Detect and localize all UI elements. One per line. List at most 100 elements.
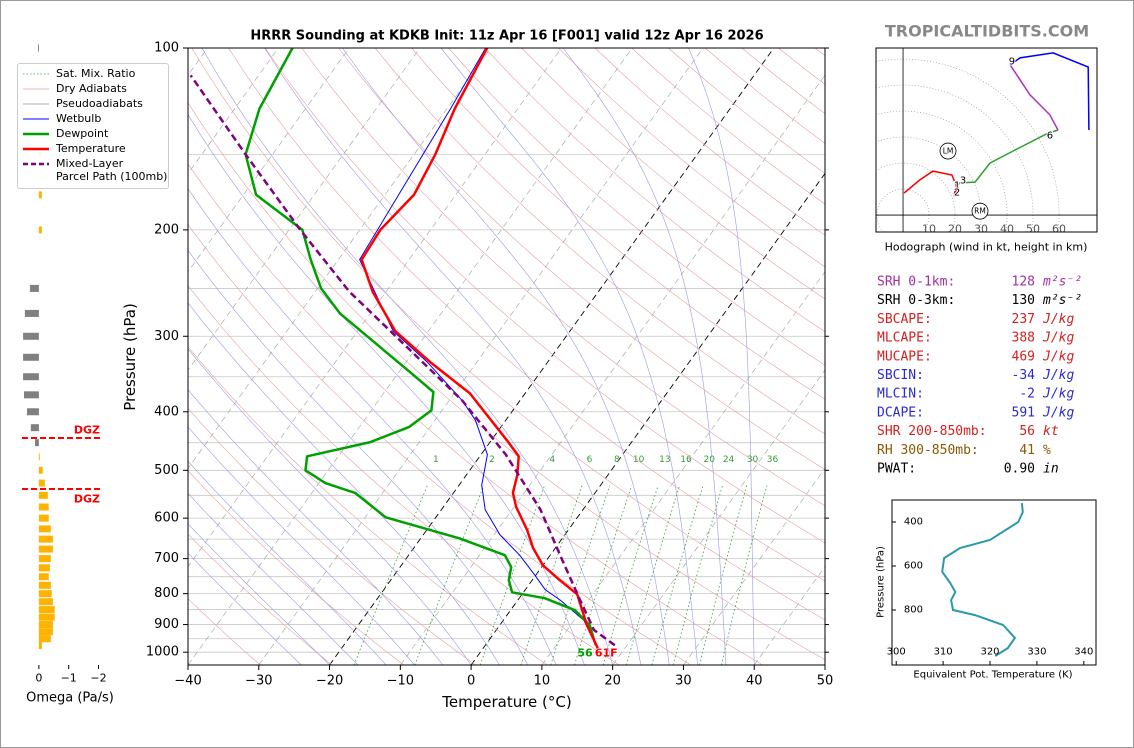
legend-swatch [23, 88, 49, 90]
mixing-ratio-line [672, 485, 723, 665]
pseudoadiabat [188, 249, 528, 665]
thetae-x-tick-label: 300 [887, 647, 906, 658]
legend-entry: Wetbulb [21, 112, 168, 125]
storm-motion [939, 142, 957, 160]
omega-bar [38, 191, 42, 199]
x-tick-label: 50 [817, 674, 834, 689]
mixing-ratio-label: 30 [747, 455, 759, 465]
legend-entry: Temperature [21, 142, 168, 155]
height-label: 6 [1047, 130, 1053, 141]
index-label: MLCAPE: [877, 331, 932, 346]
hodograph-ring-label: 10 [922, 223, 936, 236]
x-tick-label: 40 [746, 674, 763, 689]
thetae-y-tick-label: 600 [904, 561, 923, 572]
omega-bar [38, 598, 53, 606]
dry-adiabat [188, 470, 405, 665]
hodograph-ring-label: 50 [1026, 223, 1040, 236]
isotherm [188, 48, 491, 469]
height-label: 1 [954, 180, 960, 191]
pseudoadiabat [188, 113, 585, 665]
index-value: 469 [1012, 349, 1035, 364]
isotherm [400, 74, 825, 665]
dry-adiabat [188, 163, 763, 665]
isotherm [188, 48, 562, 568]
dry-adiabat [301, 48, 825, 507]
omega-bar [38, 581, 51, 589]
index-label: MLCIN: [877, 387, 924, 402]
hodograph-line [1009, 52, 1090, 131]
omega-bar [38, 503, 49, 511]
pseudoadiabat [342, 48, 670, 665]
omega-bar [30, 424, 39, 432]
mixing-ratio-label: 1 [433, 455, 439, 465]
omega-bar [38, 466, 43, 474]
mixing-ratio-line [721, 485, 768, 665]
omega-x-tick-label: −2 [90, 672, 106, 685]
mixing-ratio-line [353, 485, 428, 665]
index-value: 128 [1012, 275, 1035, 290]
mixing-ratio-label: 24 [723, 455, 735, 465]
surface-label: 56 [577, 647, 593, 660]
x-tick-label: 0 [467, 674, 475, 689]
omega-bar [23, 353, 39, 361]
legend-swatch [23, 147, 49, 151]
x-tick-label: 30 [675, 674, 692, 689]
mixing-ratio-label: 36 [767, 455, 779, 465]
legend-swatch [23, 73, 49, 75]
y-tick-label: 700 [154, 551, 179, 566]
legend-label: Pseudoadiabats [56, 97, 143, 110]
mixing-ratio-label: 16 [680, 455, 692, 465]
omega-x-tick-label: −1 [61, 672, 77, 685]
pseudoadiabat [562, 48, 727, 665]
omega-bar [35, 439, 39, 447]
omega-bar [38, 479, 45, 487]
pseudoadiabat [688, 48, 755, 665]
omega-bar [38, 491, 48, 499]
omega-bar [38, 573, 49, 581]
profile-line [360, 48, 599, 649]
isotherm [541, 271, 825, 665]
thetae-x-tick-label: 320 [980, 647, 999, 658]
y-tick-label: 200 [154, 222, 179, 237]
legend-label: Temperature [56, 142, 126, 155]
index-unit: kt [1043, 424, 1059, 439]
dry-adiabat [188, 224, 692, 665]
index-unit: % [1043, 443, 1051, 458]
hodograph-ring-label: 30 [974, 223, 988, 236]
omega-bar [23, 373, 39, 381]
mixing-ratio-label: 4 [549, 455, 555, 465]
index-label: SBCIN: [877, 368, 924, 383]
thetae-y-label: Pressure (hPa) [876, 546, 887, 618]
pseudoadiabat [188, 348, 472, 665]
thetae-y-tick-label: 400 [904, 517, 923, 528]
pseudoadiabat [188, 552, 302, 665]
hodograph-ring-label: 40 [1000, 223, 1014, 236]
hodograph-line [958, 129, 1059, 184]
dgz-label: DGZ [74, 423, 100, 436]
omega-bar [38, 621, 53, 629]
y-tick-label: 400 [154, 404, 179, 419]
dry-adiabat [448, 48, 825, 366]
index-value: 591 [1012, 405, 1035, 420]
dry-adiabat [188, 598, 261, 665]
x-tick-label: −30 [245, 674, 272, 689]
hodograph-ring-label: 60 [1052, 223, 1066, 236]
mixing-ratio-line [479, 485, 545, 665]
index-label: DCAPE: [877, 405, 924, 420]
y-tick-label: 900 [154, 617, 179, 632]
mixing-ratio-line [699, 485, 748, 665]
legend: Sat. Mix. Ratio Dry Adiabats Pseudoadiabat… [17, 63, 169, 189]
pseudoadiabat [440, 48, 698, 665]
dry-adiabat [188, 285, 620, 665]
omega-bar [38, 226, 42, 234]
omega-bar [38, 628, 53, 636]
y-tick-label: 1000 [146, 645, 179, 660]
y-axis-label: Pressure (hPa) [121, 303, 139, 411]
omega-bar [38, 545, 53, 553]
thetae-x-tick-label: 310 [934, 647, 953, 658]
hodograph-plot: 10 20 30 40 50 60 123 6 9 LM RM [876, 48, 1097, 236]
height-label: 2 [954, 187, 960, 198]
mixing-ratio-line [651, 485, 704, 665]
legend-entry: Dry Adiabats [21, 82, 168, 95]
